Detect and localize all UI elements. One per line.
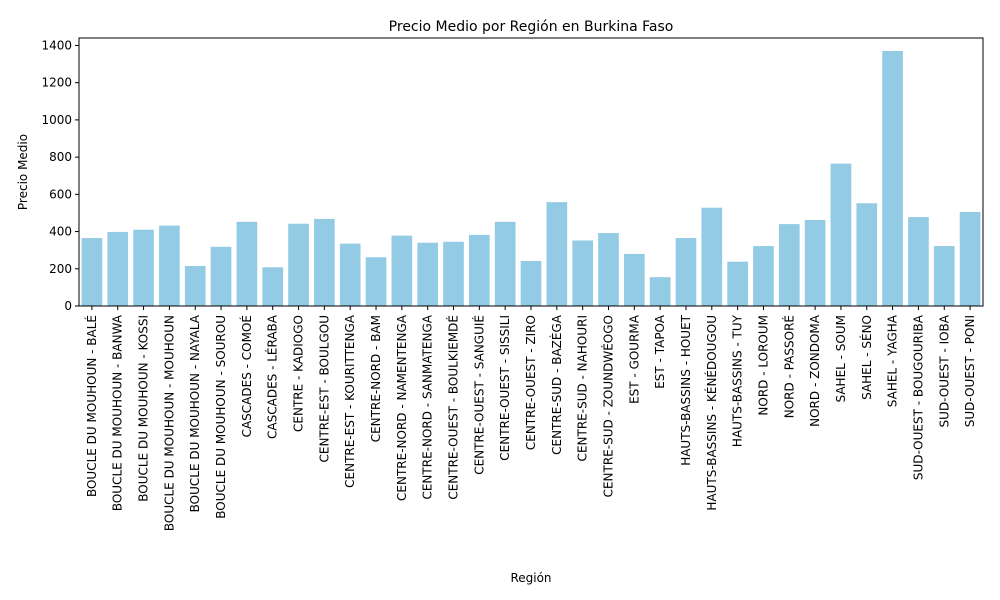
bar-34	[959, 212, 981, 306]
x-tick-label-27: NORD - PASSORÉ	[781, 315, 796, 418]
bar-0	[81, 238, 103, 306]
bar-23	[675, 238, 697, 306]
x-tick-label-1: BOUCLE DU MOUHOUN - BANWA	[111, 314, 125, 511]
bar-5	[210, 246, 232, 306]
bar-4	[184, 265, 206, 306]
bar-7	[262, 267, 284, 306]
bar-16	[494, 221, 516, 306]
bar-29	[830, 163, 852, 306]
x-tick-label-32: SUD-OUEST - BOUGOURIBA	[911, 314, 925, 480]
bar-22	[649, 277, 671, 306]
x-tick-label-8: CENTRE - KADIOGO	[292, 315, 306, 432]
bar-21	[623, 253, 645, 306]
plot-frame	[78, 37, 984, 307]
y-axis: 0 200 400 600 800 1000 1200 1400	[41, 38, 79, 313]
x-tick-label-22: EST - TAPOA	[653, 314, 667, 389]
x-tick-label-16: CENTRE-OUEST - SISSILI	[498, 315, 512, 461]
bar-32	[908, 217, 929, 306]
y-tick-label-7: 1400	[41, 38, 72, 52]
x-tick-label-34: SUD-OUEST - PONI	[963, 315, 977, 427]
x-tick-label-4: BOUCLE DU MOUHOUN - NAYALA	[188, 314, 202, 512]
x-tick-label-5: BOUCLE DU MOUHOUN - SOUROU	[214, 315, 228, 519]
bar-8	[288, 223, 309, 306]
x-tick-label-3: BOUCLE DU MOUHOUN - MOUHOUN	[162, 315, 176, 531]
bar-28	[804, 220, 826, 306]
bar-10	[339, 243, 361, 306]
bar-1	[107, 231, 129, 306]
x-tick-label-7: CASCADES - LÉRABA	[265, 314, 280, 439]
bar-13	[417, 242, 439, 306]
x-tick-label-13: CENTRE-NORD - SANMATENGA	[421, 314, 435, 499]
bar-33	[933, 246, 955, 306]
bar-26	[753, 246, 774, 306]
x-tick-label-11: CENTRE-NORD - BAM	[369, 315, 383, 442]
y-tick-label-4: 800	[49, 150, 72, 164]
x-tick-label-14: CENTRE-OUEST - BOULKIEMDÉ	[446, 315, 461, 500]
bar-27	[778, 224, 800, 306]
x-tick-label-2: BOUCLE DU MOUHOUN - KOSSI	[137, 315, 151, 502]
bar-24	[701, 207, 723, 306]
x-tick-label-28: NORD - ZONDOMA	[808, 314, 822, 427]
bar-11	[365, 257, 387, 306]
bar-31	[882, 51, 903, 307]
x-tick-label-33: SUD-OUEST - IOBA	[937, 314, 951, 427]
x-tick-label-17: CENTRE-OUEST - ZIRO	[524, 315, 538, 450]
y-tick-label-5: 1000	[41, 113, 72, 127]
x-tick-label-15: CENTRE-OUEST - SANGUIÉ	[471, 315, 486, 475]
y-tick-label-2: 400	[49, 225, 72, 239]
y-axis-title: Precio Medio	[16, 134, 30, 210]
bar-19	[572, 240, 593, 306]
bar-9	[314, 218, 335, 306]
x-tick-label-9: CENTRE-EST - BOULGOU	[317, 315, 331, 462]
bar-14	[443, 241, 464, 306]
y-tick-label-6: 1200	[41, 76, 72, 90]
x-tick-label-20: CENTRE-SUD - ZOUNDWÉOGO	[600, 315, 615, 497]
x-axis-title: Región	[510, 571, 551, 585]
y-tick-label-0: 0	[64, 299, 72, 313]
x-tick-label-18: CENTRE-SUD - BAZÈGA	[549, 314, 564, 455]
x-tick-label-26: NORD - LOROUM	[756, 315, 770, 416]
y-tick-label-3: 600	[49, 187, 72, 201]
x-tick-label-30: SAHEL - SÉNO	[859, 315, 874, 400]
bar-12	[391, 235, 413, 306]
bar-18	[546, 202, 568, 306]
y-tick-label-1: 200	[49, 262, 72, 276]
x-tick-label-29: SAHEL - SOUM	[834, 315, 848, 403]
bar-6	[236, 221, 258, 306]
x-tick-label-23: HAUTS-BASSINS - HOUET	[679, 314, 693, 465]
chart-title: Precio Medio por Región en Burkina Faso	[389, 19, 674, 35]
bar-17	[520, 260, 542, 306]
bar-15	[469, 234, 490, 306]
x-tick-label-0: BOUCLE DU MOUHOUN - BALÉ	[84, 315, 99, 497]
x-tick-label-31: SAHEL - YAGHA	[886, 314, 900, 407]
x-tick-label-10: CENTRE-EST - KOURITTENGA	[343, 314, 357, 488]
bars-group	[81, 51, 981, 307]
x-tick-label-19: CENTRE-SUD - NAHOURI	[576, 315, 590, 461]
x-tick-label-24: HAUTS-BASSINS - KÉNÉDOUGOU	[704, 315, 719, 511]
x-tick-label-25: HAUTS-BASSINS - TUY	[731, 314, 745, 447]
bar-20	[598, 233, 619, 306]
x-tick-label-21: EST - GOURMA	[627, 314, 641, 404]
x-tick-label-6: CASCADES - COMOÉ	[239, 315, 254, 437]
bar-30	[856, 203, 878, 306]
x-axis: BOUCLE DU MOUHOUN - BALÉ BOUCLE DU MOUHOU…	[84, 306, 977, 531]
bar-25	[727, 261, 748, 306]
bar-3	[159, 225, 180, 306]
bar-2	[133, 229, 154, 306]
x-tick-label-12: CENTRE-NORD - NAMENTENGA	[395, 314, 409, 501]
